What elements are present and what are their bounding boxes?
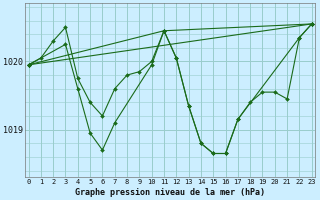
X-axis label: Graphe pression niveau de la mer (hPa): Graphe pression niveau de la mer (hPa) <box>75 188 265 197</box>
